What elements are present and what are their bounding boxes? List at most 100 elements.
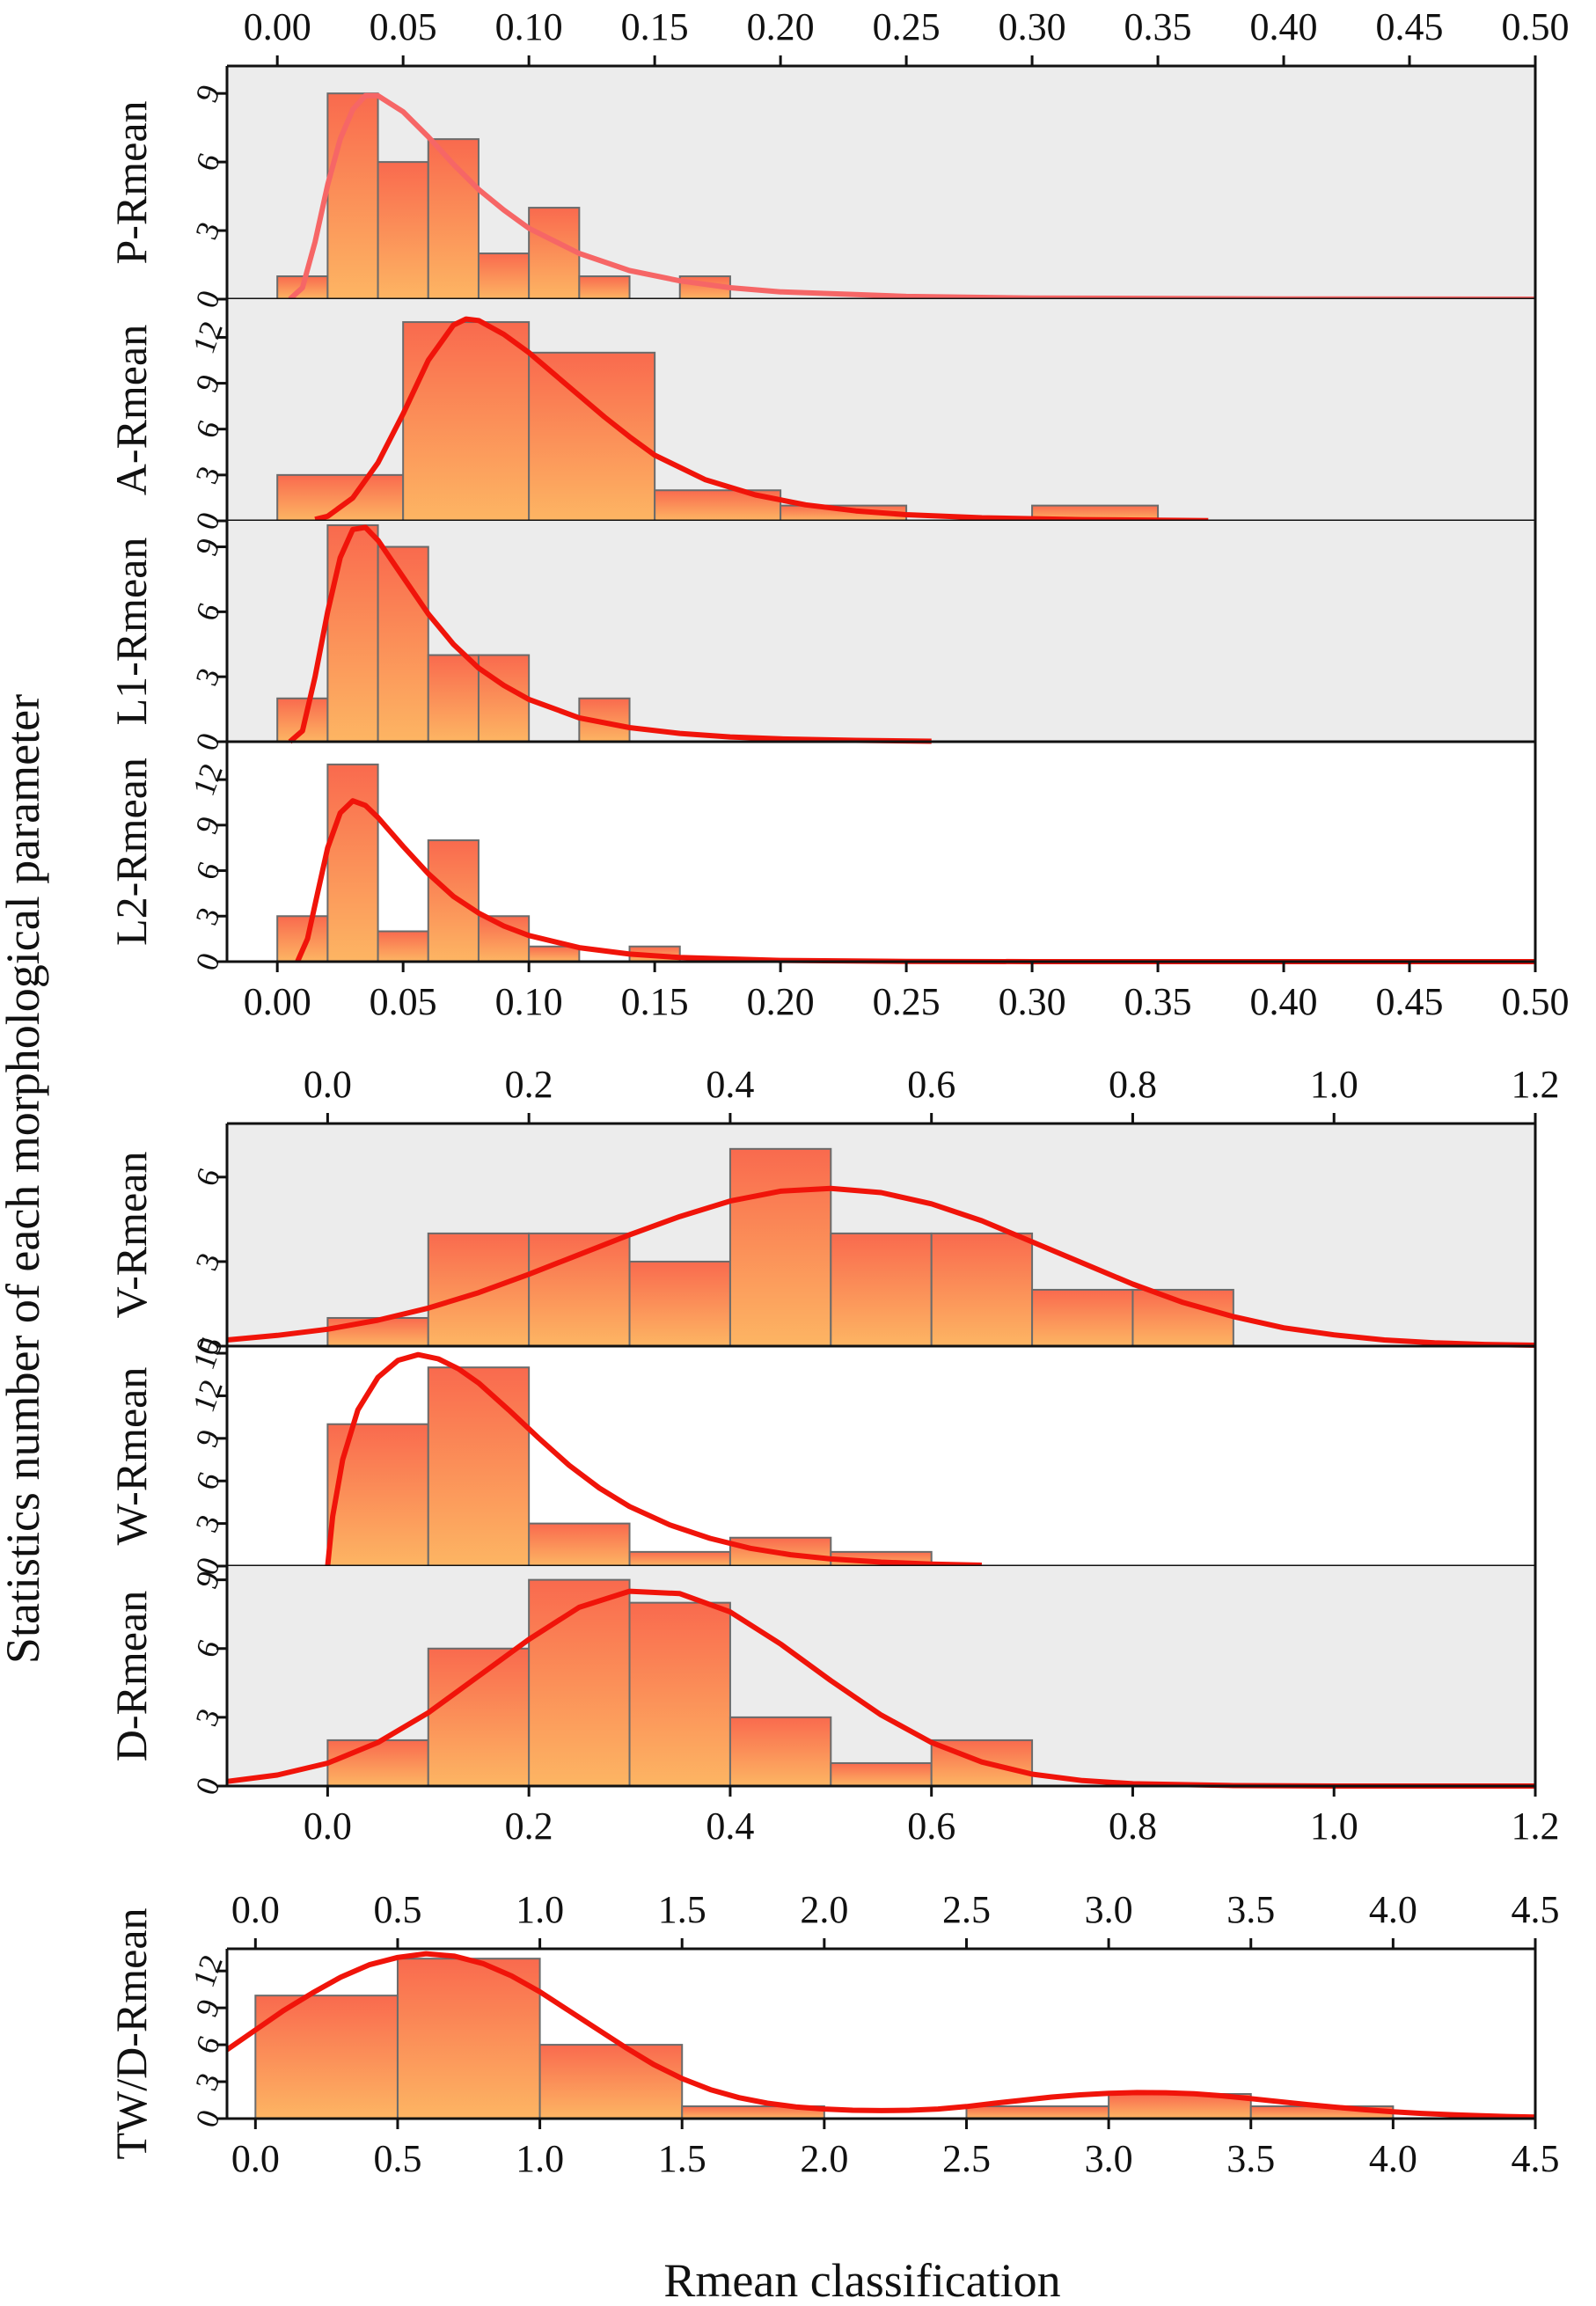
y-tick-label: 3 [188, 1510, 227, 1537]
bottom-x-tick-label: 0.0 [304, 1805, 352, 1848]
y-tick-label: 3 [188, 663, 227, 691]
y-tick-label: 0 [188, 948, 227, 976]
fitted-curve [295, 798, 1535, 964]
bottom-x-tick-label: 0.00 [244, 980, 311, 1023]
histogram-bar [628, 1260, 731, 1348]
top-x-tick-label: 1.5 [658, 1888, 706, 1931]
top-x-tick-label: 3.5 [1226, 1888, 1275, 1931]
histogram-bar [728, 1716, 832, 1787]
panel-label: V-Rmean [106, 1152, 156, 1319]
histogram-bar [276, 473, 405, 522]
top-x-tick-label: 0.15 [621, 5, 689, 48]
bottom-x-tick-label: 0.50 [1502, 980, 1570, 1023]
panel-label: D-Rmean [106, 1591, 156, 1761]
bottom-x-tick-label: 2.0 [800, 2137, 848, 2180]
y-tick-label: 12 [186, 758, 230, 801]
y-tick-label: 9 [188, 812, 227, 839]
y-tick-label: 3 [188, 1704, 227, 1731]
histogram-bar [528, 351, 656, 522]
top-x-tick-label: 0.20 [747, 5, 815, 48]
panel-label: P-Rmean [106, 100, 156, 264]
y-tick-label: 0 [188, 1773, 227, 1800]
histogram-bar [528, 1232, 631, 1347]
top-x-tick-label: 0.8 [1109, 1063, 1157, 1106]
fitted-curve [288, 524, 932, 744]
y-axis-title: Statistics number of each morphological … [0, 694, 49, 1664]
y-tick-label: 9 [188, 1995, 227, 2022]
bottom-x-tick-label: 4.5 [1512, 2137, 1560, 2180]
panel-tw-d-rmean: 0 3 6 9 12 TW/D-Rmean 0.0 0.0 0.5 0.5 1.0 1.0 1.5 1.5… [106, 1888, 1560, 2180]
top-x-tick-label: 0.25 [873, 5, 941, 48]
histogram-bar [477, 654, 531, 743]
top-x-tick-label: 0.10 [495, 5, 563, 48]
y-tick-label: 9 [188, 80, 227, 107]
histogram-bar [528, 945, 581, 963]
y-tick-label: 6 [188, 1164, 227, 1191]
histogram-bar [427, 1366, 531, 1568]
bottom-x-tick-label: 0.5 [373, 2137, 421, 2180]
top-x-tick-label: 2.0 [800, 1888, 848, 1931]
top-x-tick-label: 4.5 [1512, 1888, 1560, 1931]
bottom-x-tick-label: 2.5 [942, 2137, 991, 2180]
panel-a-rmean: 0 3 6 9 12 A-Rmean [106, 299, 1537, 534]
top-x-tick-label: 0.40 [1250, 5, 1318, 48]
bottom-x-tick-label: 0.05 [370, 980, 437, 1023]
panel-label: L1-Rmean [106, 538, 156, 726]
bottom-x-tick-label: 4.0 [1369, 2137, 1417, 2180]
bottom-x-tick-label: 0.40 [1250, 980, 1318, 1023]
y-tick-label: 12 [186, 1375, 230, 1417]
top-x-tick-label: 0.0 [231, 1888, 280, 1931]
y-tick-label: 3 [188, 1248, 227, 1276]
panel-l1-rmean: 0 3 6 9 L1-Rmean [106, 521, 1537, 756]
top-x-tick-label: 4.0 [1369, 1888, 1417, 1931]
fitted-curve [314, 316, 1209, 523]
bottom-x-tick-label: 3.0 [1085, 2137, 1133, 2180]
y-tick-label: 0 [188, 2105, 227, 2133]
y-tick-label: 0 [188, 286, 227, 313]
histogram-bar [427, 654, 480, 743]
top-x-tick-label: 1.2 [1512, 1063, 1560, 1106]
fitted-curve [226, 1185, 1536, 1348]
bottom-x-tick-label: 0.2 [505, 1805, 553, 1848]
top-x-tick-label: 0.05 [370, 5, 437, 48]
top-x-tick-label: 0.5 [373, 1888, 421, 1931]
top-x-tick-label: 0.50 [1502, 5, 1570, 48]
bottom-x-tick-label: 0.8 [1109, 1805, 1157, 1848]
panel-label: W-Rmean [106, 1367, 156, 1546]
y-tick-label: 6 [188, 857, 227, 884]
histogram-bar [427, 1647, 531, 1787]
histogram-bar [528, 1578, 631, 1787]
y-tick-label: 3 [188, 903, 227, 930]
y-tick-label: 12 [186, 317, 230, 359]
bottom-x-tick-label: 0.6 [907, 1805, 955, 1848]
top-x-tick-label: 2.5 [942, 1888, 991, 1931]
histogram-bar [396, 1958, 541, 2120]
top-x-tick-label: 0.35 [1124, 5, 1192, 48]
histogram-bar [930, 1232, 1034, 1347]
top-x-tick-label: 1.0 [516, 1888, 564, 1931]
bottom-x-tick-label: 0.25 [873, 980, 941, 1023]
fitted-curve [325, 1351, 982, 1568]
top-x-tick-label: 0.0 [304, 1063, 352, 1106]
histogram-bar [528, 1522, 631, 1568]
histogram-bar [477, 915, 531, 963]
y-tick-label: 3 [188, 2068, 227, 2096]
histogram-bar [427, 839, 480, 963]
histogram-bar [326, 1739, 429, 1787]
top-x-tick-label: 0.4 [706, 1063, 754, 1106]
y-tick-label: 0 [188, 728, 227, 756]
top-x-tick-label: 0.30 [999, 5, 1066, 48]
histogram-bar [965, 2105, 1110, 2119]
histogram-bar [326, 523, 379, 743]
bottom-x-tick-label: 0.10 [495, 980, 563, 1023]
y-tick-label: 6 [188, 1468, 227, 1495]
histogram-bar [326, 92, 379, 300]
histogram-bar [402, 321, 531, 522]
histogram-bar [830, 1232, 933, 1347]
top-x-tick-label: 3.0 [1085, 1888, 1133, 1931]
y-tick-label: 9 [188, 1425, 227, 1453]
y-tick-label: 6 [188, 598, 227, 626]
